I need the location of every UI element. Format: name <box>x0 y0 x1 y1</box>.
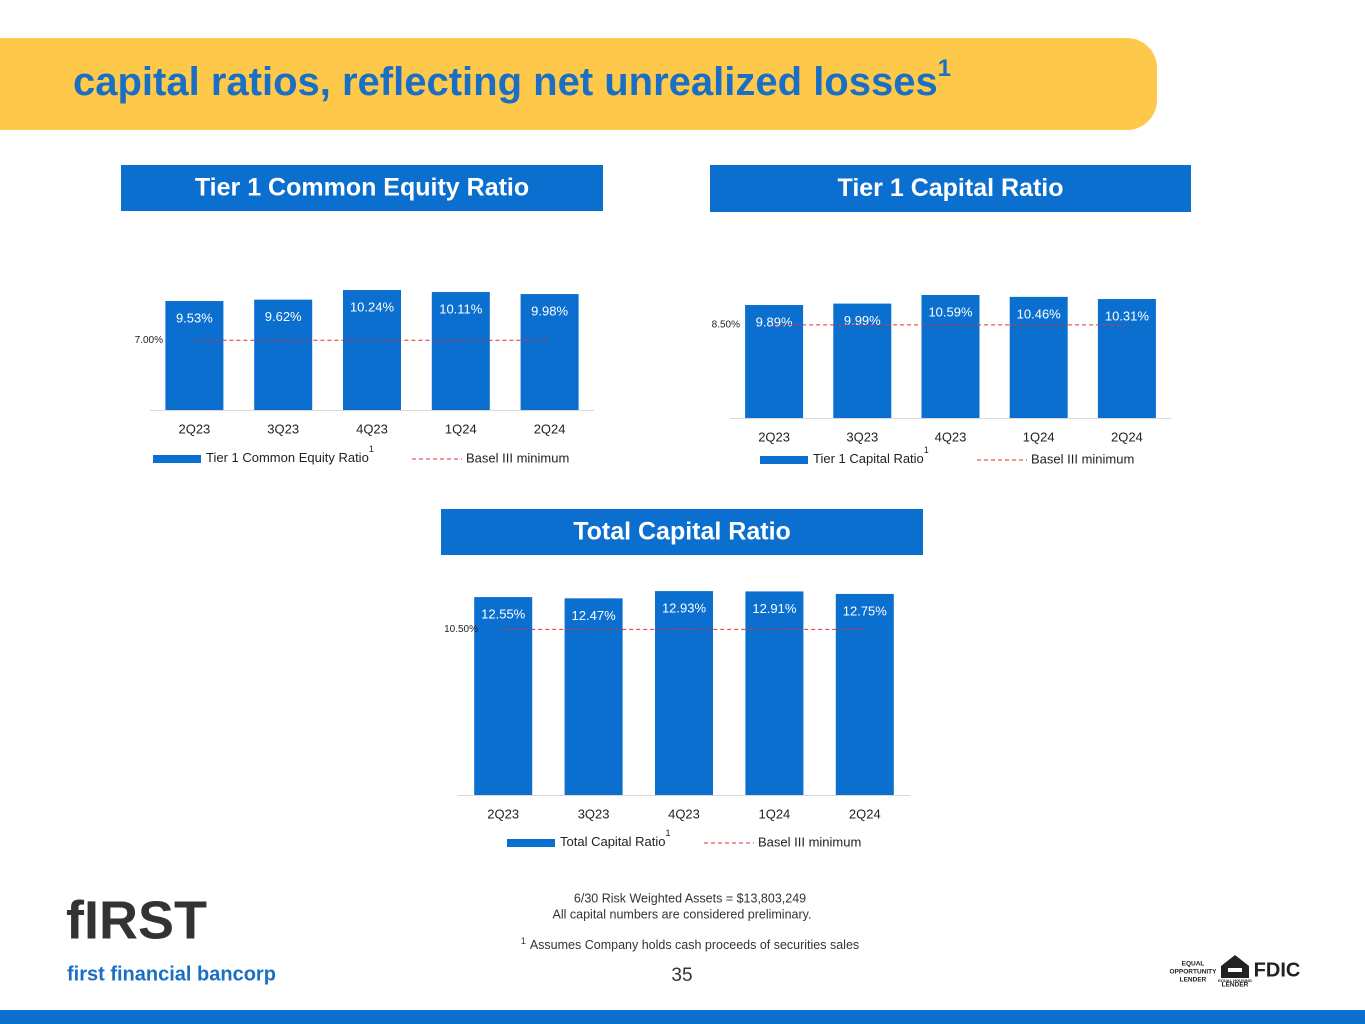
legend-label: Tier 1 Common Equity Ratio1 <box>206 444 374 465</box>
bar <box>520 294 579 410</box>
legend-note: 1 <box>369 444 374 454</box>
bar <box>745 591 804 795</box>
value-label: 9.62% <box>265 309 302 324</box>
chart-title-box <box>710 165 1191 212</box>
reference-label: 7.00% <box>135 335 163 346</box>
bar <box>431 292 490 410</box>
x-tick-label: 1Q24 <box>758 806 790 821</box>
x-tick-label: 2Q23 <box>487 806 519 821</box>
value-label: 12.47% <box>572 608 617 623</box>
bar <box>165 301 224 410</box>
x-tick-label: 4Q23 <box>668 806 700 821</box>
chart-title-box <box>441 509 923 555</box>
house-icon <box>1221 955 1249 978</box>
slide-title: capital ratios, reflecting net unrealize… <box>73 55 951 103</box>
x-tick-label: 3Q23 <box>846 429 878 444</box>
badge-text: EQUAL <box>1182 961 1205 968</box>
x-tick-label: 2Q24 <box>1111 429 1143 444</box>
value-label: 9.89% <box>756 314 793 329</box>
value-label: 10.46% <box>1017 306 1062 321</box>
legend-note: 1 <box>666 828 671 838</box>
logo-wordmark: fIRST <box>66 890 207 950</box>
value-label: 10.24% <box>350 299 395 314</box>
title-text: capital ratios, reflecting net unrealize… <box>73 60 938 104</box>
footer-line: All capital numbers are considered preli… <box>553 907 812 921</box>
bar <box>1097 299 1156 418</box>
chart-title: Total Capital Ratio <box>573 518 791 546</box>
value-label: 9.53% <box>176 310 213 325</box>
value-label: 9.99% <box>844 313 881 328</box>
legend-label: Tier 1 Capital Ratio1 <box>813 445 929 466</box>
bar <box>655 591 713 795</box>
value-label: 10.31% <box>1105 308 1150 323</box>
x-tick-label: 3Q23 <box>267 421 299 436</box>
x-tick-label: 2Q24 <box>849 806 881 821</box>
value-label: 10.59% <box>928 304 973 319</box>
footnote: 1 Assumes Company holds cash proceeds of … <box>521 936 859 952</box>
badge-text: LENDER <box>1180 977 1207 984</box>
bar <box>921 295 980 418</box>
reference-label: 10.50% <box>444 624 478 635</box>
x-tick-label: 2Q23 <box>178 421 210 436</box>
value-label: 12.93% <box>662 601 707 616</box>
page-number: 35 <box>671 965 692 986</box>
footer-band <box>0 1010 1365 1024</box>
title-note: 1 <box>938 55 951 82</box>
badge-text: EQUAL HOUSING <box>1218 978 1252 983</box>
bar <box>343 290 401 410</box>
legend-label: Basel III minimum <box>1031 451 1134 466</box>
badges: EQUAL OPPORTUNITY LENDER EQUAL HOUSING L… <box>1170 955 1301 989</box>
legend-label: Basel III minimum <box>758 834 861 849</box>
chart-title: Tier 1 Capital Ratio <box>838 174 1064 202</box>
legend-swatch <box>760 456 808 464</box>
x-tick-label: 4Q23 <box>356 421 388 436</box>
value-label: 12.55% <box>481 607 526 622</box>
bar <box>564 598 623 795</box>
fdic: FDIC <box>1254 959 1301 981</box>
reference-label: 8.50% <box>712 320 740 331</box>
value-label: 9.98% <box>531 303 568 318</box>
legend-note: 1 <box>924 445 929 455</box>
legend-label: Total Capital Ratio1 <box>560 828 671 849</box>
bar <box>1009 296 1068 418</box>
legend-name: Tier 1 Capital Ratio <box>813 451 924 466</box>
bar <box>745 305 804 418</box>
x-tick-label: 3Q23 <box>578 806 610 821</box>
legend-swatch <box>153 455 201 463</box>
value-label: 12.75% <box>843 603 888 618</box>
legend-label: Basel III minimum <box>466 450 569 465</box>
badge-text: LENDER <box>1222 982 1249 989</box>
logo-name: first financial bancorp <box>67 963 276 985</box>
footnote-text: Assumes Company holds cash proceeds of s… <box>530 938 859 952</box>
bar <box>474 597 533 795</box>
x-tick-label: 1Q24 <box>445 421 477 436</box>
footnote-mark: 1 <box>521 936 526 946</box>
x-tick-label: 2Q24 <box>534 421 566 436</box>
legend-name: Total Capital Ratio <box>560 834 666 849</box>
chart-title: Tier 1 Common Equity Ratio <box>195 174 529 202</box>
footer-line: 6/30 Risk Weighted Assets = $13,803,249 <box>574 891 806 905</box>
legend-swatch <box>507 839 555 847</box>
header-band <box>0 38 1157 130</box>
chart-title-box <box>121 165 603 211</box>
bar <box>835 593 894 795</box>
value-label: 10.11% <box>439 301 483 316</box>
legend-name: Tier 1 Common Equity Ratio <box>206 450 369 465</box>
bar <box>833 303 892 418</box>
badge-text: OPPORTUNITY <box>1170 969 1218 976</box>
value-label: 12.91% <box>752 601 797 616</box>
x-tick-label: 1Q24 <box>1023 429 1055 444</box>
bar <box>254 299 313 410</box>
x-tick-label: 4Q23 <box>935 429 967 444</box>
x-tick-label: 2Q23 <box>758 429 790 444</box>
